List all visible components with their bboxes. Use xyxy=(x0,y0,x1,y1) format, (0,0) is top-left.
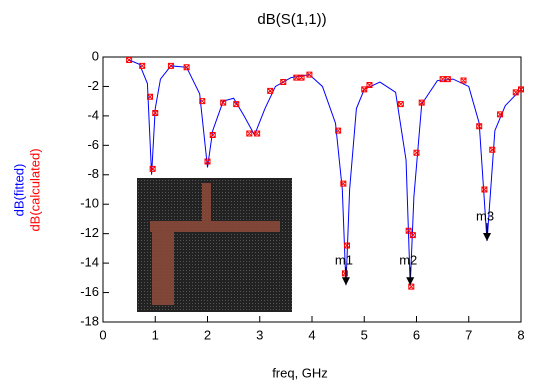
x-tick-label: 6 xyxy=(413,327,420,342)
marker-label: m3 xyxy=(476,208,494,223)
y-tick-label: 0 xyxy=(92,48,99,63)
y-tick-label: -18 xyxy=(80,313,99,328)
data-point xyxy=(440,77,445,82)
y-axis-label: dB(calculated) xyxy=(27,148,42,231)
data-point xyxy=(247,131,252,136)
x-tick-label: 8 xyxy=(517,327,524,342)
x-tick-label: 4 xyxy=(308,327,315,342)
y-tick-label: -14 xyxy=(80,255,99,270)
x-tick-label: 7 xyxy=(465,327,472,342)
marker xyxy=(483,233,491,241)
chart-title: dB(S(1,1)) xyxy=(257,11,326,28)
x-tick-label: 1 xyxy=(152,327,159,342)
y-tick-label: -6 xyxy=(87,137,99,152)
marker xyxy=(342,277,350,285)
x-tick-label: 2 xyxy=(204,327,211,342)
data-point xyxy=(362,87,367,92)
x-tick-label: 0 xyxy=(99,327,106,342)
data-point xyxy=(409,284,414,289)
x-axis-label: freq, GHz xyxy=(272,365,328,380)
marker-label: m1 xyxy=(335,253,353,268)
chart: dB(S(1,1)) freq, GHz dB(fitted) dB(calcu… xyxy=(0,0,534,385)
data-point xyxy=(398,102,403,107)
y-tick-label: -4 xyxy=(87,107,99,122)
marker-label: m2 xyxy=(399,253,417,268)
y-tick-label: -8 xyxy=(87,166,99,181)
data-point xyxy=(294,75,299,80)
y-tick-label: -16 xyxy=(80,284,99,299)
y-tick-label: -10 xyxy=(80,196,99,211)
y-tick-label: -12 xyxy=(80,225,99,240)
data-point xyxy=(127,57,132,62)
data-point xyxy=(482,187,487,192)
x-tick-label: 3 xyxy=(256,327,263,342)
data-point xyxy=(414,150,419,155)
x-tick-label: 5 xyxy=(361,327,368,342)
y-tick-label: -2 xyxy=(87,78,99,93)
data-point xyxy=(281,80,286,85)
data-point xyxy=(268,88,273,93)
data-point xyxy=(461,78,466,83)
y-axis-label: dB(fitted) xyxy=(11,164,26,217)
